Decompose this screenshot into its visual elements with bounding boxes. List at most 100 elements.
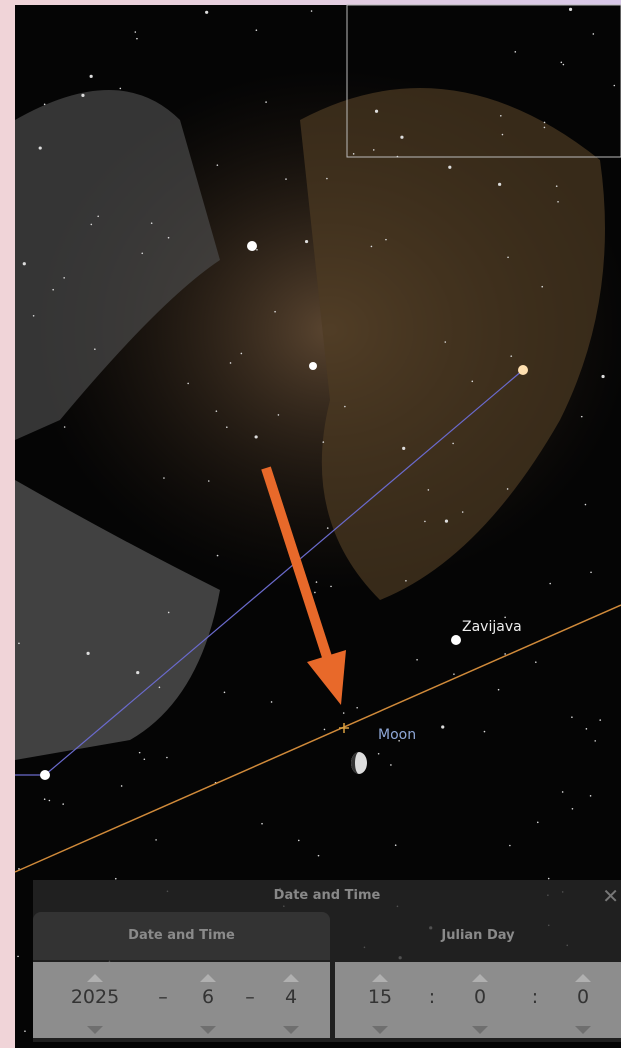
star [562, 791, 564, 793]
star [613, 85, 615, 87]
star [535, 661, 537, 663]
star [318, 855, 320, 857]
star [326, 178, 328, 180]
star [247, 241, 257, 251]
star [441, 725, 444, 728]
star [205, 11, 208, 14]
star [311, 10, 313, 12]
star [256, 249, 258, 251]
star [241, 353, 243, 355]
star [549, 583, 551, 585]
decrement-arrow[interactable] [283, 1026, 299, 1034]
star [390, 764, 392, 766]
star [97, 215, 99, 217]
star [49, 800, 51, 802]
star [136, 671, 139, 674]
star [514, 51, 516, 53]
star [217, 164, 219, 166]
star [44, 798, 46, 800]
star [375, 110, 378, 113]
star [373, 149, 375, 151]
star [581, 416, 583, 418]
star [265, 101, 267, 103]
star [462, 511, 464, 513]
date-time-dialog: Date and Time ✕ Date and Time Julian Day… [33, 880, 621, 1042]
star [448, 166, 451, 169]
star [168, 612, 170, 614]
spin-value[interactable]: 2025 [65, 986, 125, 1008]
star [402, 447, 405, 450]
star [344, 406, 346, 408]
increment-arrow[interactable] [200, 974, 216, 982]
star [556, 185, 558, 187]
dialog-title: Date and Time [33, 880, 621, 912]
increment-arrow[interactable] [87, 974, 103, 982]
star [510, 355, 512, 357]
star [155, 839, 157, 841]
star [90, 75, 93, 78]
star [121, 785, 123, 787]
decrement-arrow[interactable] [372, 1026, 388, 1034]
star [271, 701, 273, 703]
star [18, 643, 20, 645]
star [305, 240, 308, 243]
star [590, 795, 592, 797]
star [81, 94, 84, 97]
star [230, 362, 232, 364]
star [322, 441, 324, 443]
decrement-arrow[interactable] [472, 1026, 488, 1034]
star [139, 752, 141, 754]
star [507, 488, 509, 490]
star [453, 673, 455, 675]
star [261, 823, 263, 825]
star [500, 115, 502, 117]
star [159, 687, 161, 689]
star [502, 134, 504, 136]
increment-arrow[interactable] [472, 974, 488, 982]
star [385, 239, 387, 241]
star [90, 224, 92, 226]
star [537, 822, 539, 824]
star [33, 315, 35, 317]
star [563, 64, 565, 66]
star [309, 362, 317, 370]
star [44, 104, 46, 106]
star [572, 808, 574, 810]
close-button[interactable]: ✕ [602, 884, 619, 908]
star [378, 753, 380, 755]
star [356, 707, 358, 709]
star [444, 341, 446, 343]
star [590, 571, 592, 573]
spin-value[interactable]: 15 [350, 986, 410, 1008]
star [557, 201, 559, 203]
spin-value[interactable]: 6 [178, 986, 238, 1008]
star [52, 289, 54, 291]
decrement-arrow[interactable] [87, 1026, 103, 1034]
star [94, 348, 96, 350]
star [586, 728, 588, 730]
star [226, 426, 228, 428]
decrement-arrow[interactable] [575, 1026, 591, 1034]
star [166, 757, 168, 759]
stellarium-window: Zavijava Moon Date and Time ✕ Date and T… [0, 0, 621, 1048]
star [256, 29, 258, 31]
star [136, 38, 138, 40]
star [217, 555, 219, 557]
star [594, 740, 596, 742]
spin-value[interactable]: 4 [261, 986, 321, 1008]
spin-value[interactable]: 0 [553, 986, 613, 1008]
increment-arrow[interactable] [283, 974, 299, 982]
planet-label: Moon [378, 727, 416, 743]
star [316, 581, 318, 583]
tab[interactable]: Julian Day [335, 912, 621, 960]
decrement-arrow[interactable] [200, 1026, 216, 1034]
star [144, 758, 146, 760]
tab[interactable]: Date and Time [33, 912, 330, 960]
increment-arrow[interactable] [575, 974, 591, 982]
spin-value[interactable]: 0 [450, 986, 510, 1008]
star [498, 183, 501, 186]
star [120, 88, 122, 90]
star [585, 504, 587, 506]
star [507, 256, 509, 258]
increment-arrow[interactable] [372, 974, 388, 982]
